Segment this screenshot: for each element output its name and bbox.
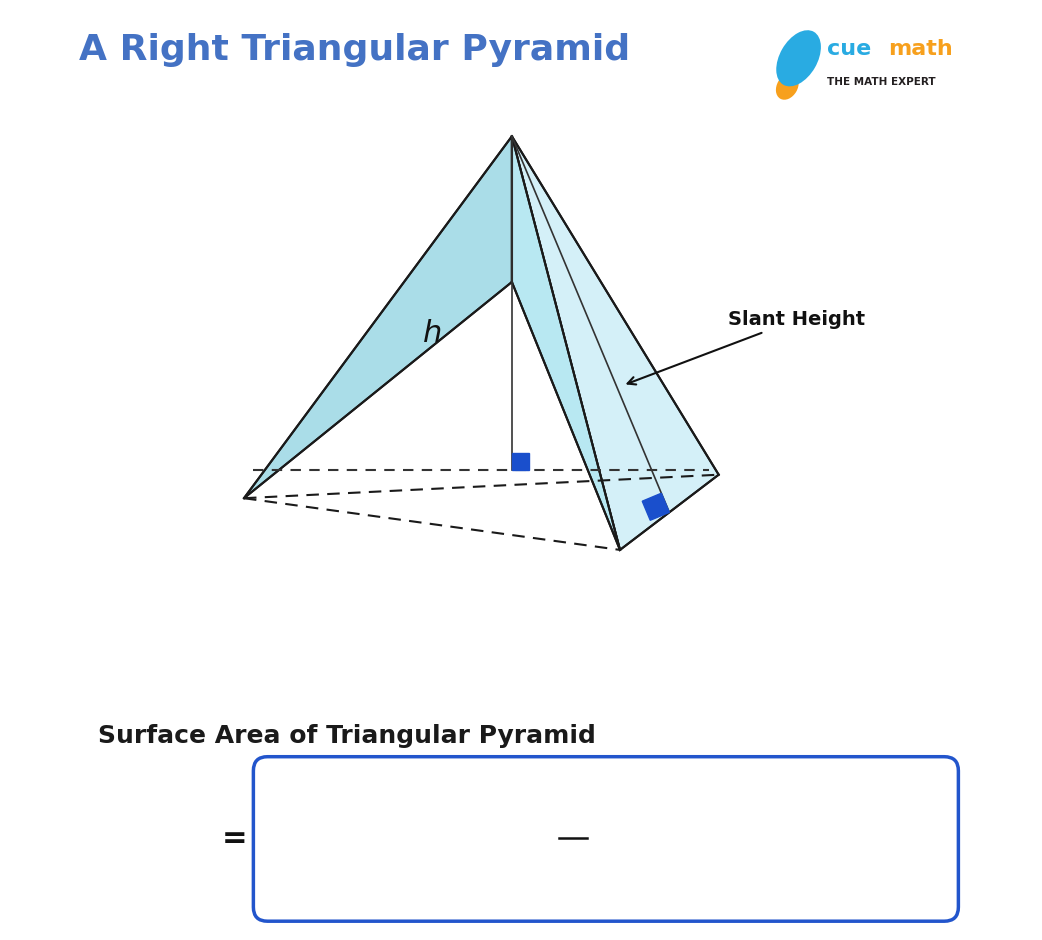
Text: math: math — [888, 39, 952, 59]
Text: =: = — [222, 824, 247, 853]
FancyBboxPatch shape — [253, 757, 959, 921]
Text: $\it{h}$: $\it{h}$ — [422, 319, 442, 349]
Text: (Perimeter × Slant Height): (Perimeter × Slant Height) — [596, 820, 953, 844]
Text: 1: 1 — [565, 804, 581, 828]
Polygon shape — [512, 453, 528, 470]
Polygon shape — [512, 136, 719, 550]
Ellipse shape — [776, 30, 821, 86]
Text: Base Area  +: Base Area + — [375, 820, 546, 844]
Polygon shape — [642, 494, 669, 520]
Text: 2: 2 — [565, 851, 581, 875]
Text: THE MATH EXPERT: THE MATH EXPERT — [826, 77, 936, 87]
Text: A Right Triangular Pyramid: A Right Triangular Pyramid — [79, 33, 630, 67]
Text: cue: cue — [826, 39, 871, 59]
Text: Surface Area of Triangular Pyramid: Surface Area of Triangular Pyramid — [98, 724, 596, 748]
Ellipse shape — [776, 73, 799, 100]
Polygon shape — [244, 136, 512, 498]
Polygon shape — [512, 136, 620, 550]
Text: Slant Height: Slant Height — [627, 310, 865, 384]
